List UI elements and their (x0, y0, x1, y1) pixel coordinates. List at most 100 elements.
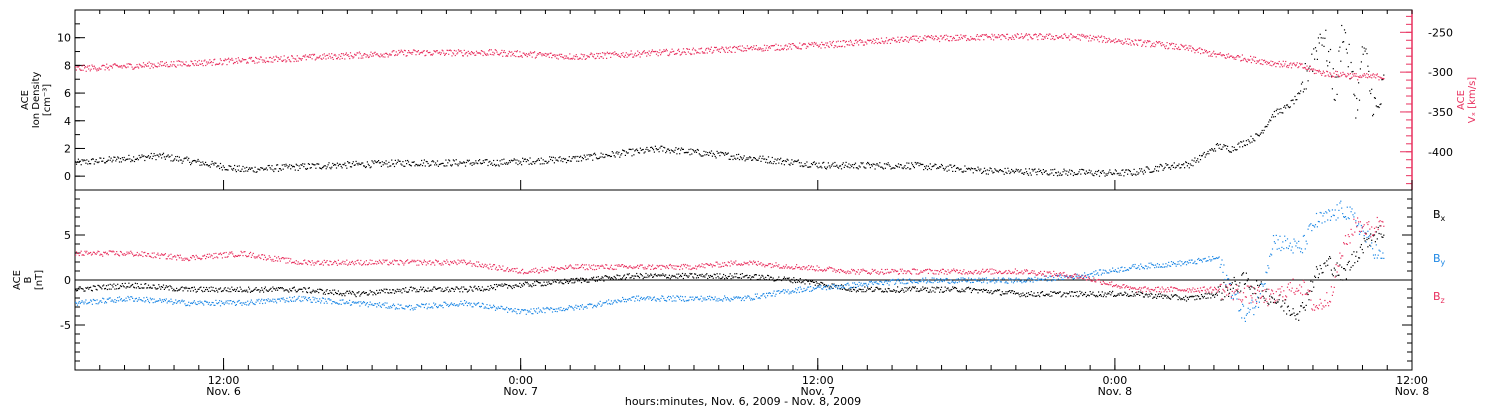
data-point (298, 288, 300, 290)
data-point (372, 53, 374, 55)
data-point (520, 286, 522, 288)
data-point (1197, 51, 1199, 53)
data-point (1264, 126, 1266, 128)
data-point (319, 288, 321, 290)
data-point (1100, 36, 1102, 38)
data-point (1146, 40, 1149, 42)
data-point (538, 53, 540, 55)
data-point (113, 283, 115, 285)
data-point (1024, 35, 1026, 38)
data-point (198, 59, 200, 62)
data-point (695, 151, 698, 153)
data-point (444, 53, 446, 55)
data-point (444, 165, 446, 167)
data-point (174, 64, 176, 66)
data-point (307, 287, 309, 289)
data-point (501, 159, 503, 161)
data-point (778, 276, 780, 278)
data-point (269, 299, 271, 301)
data-point (642, 278, 644, 280)
data-point (1311, 290, 1313, 292)
data-point (1270, 301, 1272, 303)
data-point (670, 149, 672, 151)
data-point (497, 53, 499, 55)
data-point (786, 277, 788, 279)
data-point (481, 302, 483, 304)
data-point (1086, 172, 1088, 174)
data-point (152, 284, 154, 286)
data-point (1260, 281, 1262, 283)
data-point (369, 301, 371, 303)
data-point (156, 66, 158, 68)
data-point (992, 292, 994, 294)
data-point (543, 281, 545, 283)
data-point (867, 161, 869, 164)
data-point (475, 54, 477, 56)
data-point (1180, 43, 1182, 46)
data-point (192, 160, 194, 162)
data-point (368, 164, 370, 167)
data-point (799, 42, 801, 44)
data-point (1204, 49, 1206, 51)
data-point (189, 287, 191, 290)
data-point (539, 282, 541, 284)
data-point (1302, 307, 1304, 309)
data-point (792, 163, 794, 165)
data-point (1004, 167, 1006, 170)
data-point (767, 274, 769, 276)
data-point (594, 279, 596, 281)
data-point (1109, 169, 1111, 171)
data-point (838, 45, 840, 47)
data-point (1127, 173, 1129, 175)
data-point (333, 301, 335, 303)
data-point (872, 290, 874, 292)
data-point (423, 50, 425, 52)
data-point (697, 52, 699, 54)
data-point (1022, 172, 1024, 174)
data-point (93, 65, 95, 67)
data-point (942, 291, 944, 293)
data-point (720, 151, 722, 153)
data-point (640, 149, 642, 151)
data-point (1268, 303, 1270, 305)
data-point (936, 168, 938, 170)
data-point (150, 152, 152, 155)
data-point (1037, 171, 1039, 173)
data-point (401, 50, 403, 53)
data-point (882, 291, 885, 293)
data-point (401, 307, 403, 309)
data-point (666, 148, 669, 150)
data-point (474, 162, 476, 164)
data-point (694, 273, 696, 275)
data-point (300, 58, 302, 60)
data-point (565, 158, 567, 160)
data-point (248, 286, 250, 288)
data-point (1290, 100, 1292, 102)
data-point (1306, 292, 1308, 294)
data-point (1205, 154, 1207, 156)
data-point (1206, 153, 1208, 155)
data-point (1146, 294, 1148, 296)
data-point (720, 278, 722, 280)
data-point (439, 287, 441, 289)
data-point (1382, 78, 1384, 81)
data-point (759, 47, 761, 49)
data-point (384, 163, 386, 165)
data-point (668, 274, 670, 276)
data-point (1166, 297, 1168, 299)
data-point (338, 54, 340, 56)
data-point (459, 303, 461, 305)
data-point (1008, 37, 1010, 39)
data-point (1330, 75, 1332, 77)
data-point (567, 57, 569, 59)
data-point (470, 302, 472, 304)
data-point (244, 59, 246, 61)
data-point (1029, 34, 1031, 36)
data-point (439, 53, 442, 56)
data-point (185, 305, 187, 307)
data-point (848, 40, 850, 43)
data-point (922, 286, 924, 288)
data-point (801, 165, 803, 167)
data-point (997, 34, 1000, 36)
data-point (507, 163, 509, 165)
